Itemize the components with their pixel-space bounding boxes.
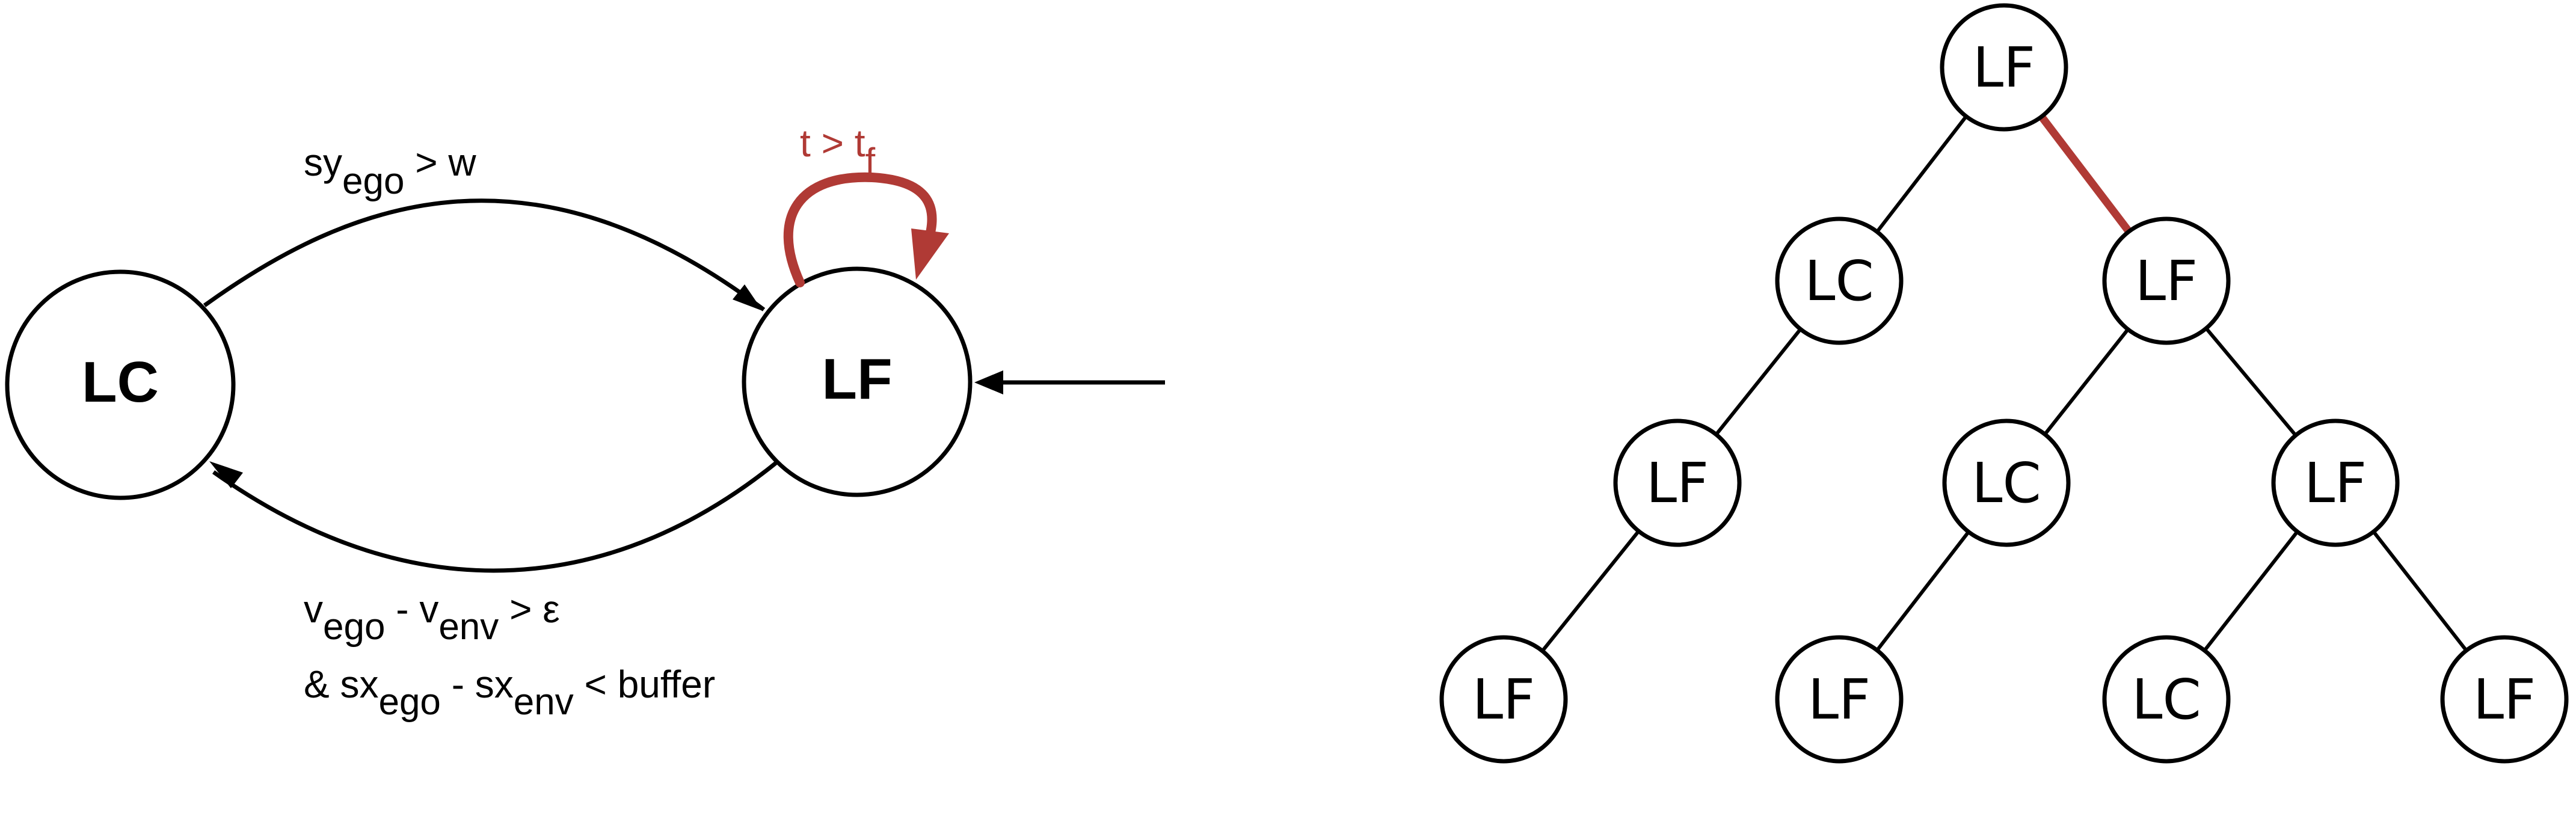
- tree-node[interactable]: LC: [1775, 216, 1904, 345]
- tree-node-circle: [1940, 3, 2068, 132]
- arrowhead-lf-to-lc: [209, 461, 243, 488]
- tree-node-label: LF: [2135, 249, 2198, 313]
- tree-node-circle: [1439, 635, 1568, 764]
- tree-edge: [1875, 115, 1968, 233]
- tree-node-circle: [2102, 635, 2231, 764]
- tree-node-circle: [1613, 419, 1742, 547]
- self-loop-arrowhead: [911, 228, 949, 280]
- tree-edge: [2204, 327, 2298, 437]
- label-self-loop: t > tf: [800, 121, 876, 181]
- tree-edge: [1875, 530, 1970, 652]
- tree-edge: [2203, 530, 2299, 652]
- transition-lf-to-lc[interactable]: [212, 461, 778, 573]
- tree-node[interactable]: LF: [2102, 216, 2231, 345]
- tree-node-label: LC: [2132, 667, 2201, 732]
- tree-edges: [1541, 114, 2468, 652]
- search-tree: LF LC LF LF LC LF LF LF LC LF: [1439, 3, 2569, 764]
- tree-node[interactable]: LF: [1613, 419, 1742, 547]
- self-loop-lf[interactable]: [783, 172, 937, 287]
- initial-arrowhead: [974, 370, 1003, 394]
- label-self-loop-sub: f: [865, 141, 876, 181]
- state-lc[interactable]: LC: [5, 269, 236, 500]
- tree-node-circle: [1942, 419, 2071, 547]
- tree-node-circle: [1775, 635, 1904, 764]
- tree-node[interactable]: LF: [1439, 635, 1568, 764]
- tree-node-circle: [2102, 216, 2231, 345]
- arrowhead-lc-to-lf: [733, 284, 763, 311]
- tree-node[interactable]: LC: [2102, 635, 2231, 764]
- tree-edge-highlighted: [2038, 114, 2132, 234]
- state-machine: LC LF syego > w t > tf vego - venv > ε: [5, 121, 1165, 723]
- tree-node[interactable]: LF: [1775, 635, 1904, 764]
- tree-edge: [2372, 530, 2468, 652]
- tree-node[interactable]: LF: [2271, 419, 2400, 547]
- tree-node[interactable]: LC: [1942, 419, 2071, 547]
- tree-node-label: LF: [1646, 451, 1709, 515]
- state-lf-label: LF: [822, 347, 892, 411]
- tree-edge: [1715, 328, 1802, 436]
- label-lc-to-lf: syego > w: [304, 141, 476, 202]
- state-lf[interactable]: LF: [742, 266, 973, 497]
- label-self-loop-base: t > t: [800, 121, 865, 165]
- tree-node-label: LC: [1804, 249, 1874, 313]
- tree-node-label: LF: [1973, 35, 2035, 100]
- label-lf-to-lc-line1: vego - venv > ε: [304, 587, 560, 648]
- transition-lc-to-lf[interactable]: [203, 198, 766, 311]
- tree-node-circle: [2271, 419, 2400, 547]
- label-lf-to-lc-line2: & sxego - sxenv < buffer: [304, 663, 715, 723]
- tree-node-circle: [1775, 216, 1904, 345]
- tree-node-circle: [2440, 635, 2569, 764]
- label-lc-to-lf-base: sy: [304, 141, 342, 184]
- tree-node[interactable]: LF: [1940, 3, 2068, 132]
- tree-node-label: LF: [1472, 667, 1535, 732]
- state-lc-label: LC: [82, 350, 159, 414]
- tree-edge: [1541, 530, 1640, 652]
- tree-nodes: LF LC LF LF LC LF LF LF LC LF: [1439, 3, 2569, 764]
- tree-node-label: LF: [2304, 451, 2367, 515]
- tree-node-label: LC: [1972, 451, 2041, 515]
- label-lc-to-lf-sub: ego: [342, 161, 404, 202]
- tree-edge: [2043, 328, 2130, 436]
- tree-node-label: LF: [2473, 667, 2536, 732]
- tree-node[interactable]: LF: [2440, 635, 2569, 764]
- label-lc-to-lf-rest: > w: [404, 141, 476, 184]
- tree-node-label: LF: [1808, 667, 1871, 732]
